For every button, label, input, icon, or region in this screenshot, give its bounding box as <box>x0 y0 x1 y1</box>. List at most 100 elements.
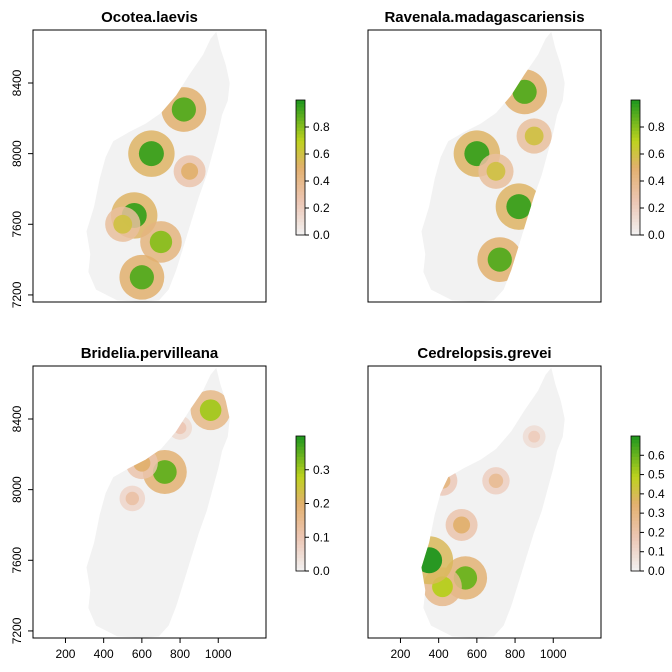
legend-swatch <box>631 137 640 142</box>
suitability-patch <box>421 547 443 574</box>
legend-swatch <box>631 160 640 165</box>
legend-swatch <box>631 201 640 206</box>
legend-swatch <box>631 120 640 125</box>
suitability-patch <box>487 247 512 272</box>
suitability-patch <box>129 265 154 290</box>
legend-swatch <box>631 187 640 192</box>
legend-swatch <box>296 537 305 542</box>
legend-swatch <box>296 147 305 152</box>
legend-swatch <box>296 459 305 464</box>
legend-swatch <box>296 137 305 142</box>
suitability-patch <box>113 214 133 234</box>
legend-swatch <box>631 530 640 535</box>
legend-swatch <box>631 214 640 219</box>
legend-swatch <box>296 449 305 454</box>
legend-swatch <box>631 493 640 498</box>
y-tick-label: 8000 <box>10 476 24 503</box>
suitability-patch <box>512 79 537 104</box>
x-tick-label: 600 <box>467 647 487 661</box>
legend-swatch <box>296 143 305 148</box>
legend-swatch <box>296 174 305 179</box>
legend-swatch <box>296 527 305 532</box>
legend-swatch <box>296 473 305 478</box>
suitability-patch <box>149 230 173 254</box>
legend-swatch <box>631 167 640 172</box>
suitability-patch <box>506 194 532 220</box>
legend-swatch <box>296 106 305 111</box>
legend-swatch <box>296 170 305 175</box>
x-tick-label: 1000 <box>205 647 232 661</box>
legend-swatch <box>631 500 640 505</box>
suitability-patch <box>152 460 177 484</box>
legend-swatch <box>631 194 640 199</box>
legend-swatch <box>631 100 640 104</box>
suitability-patch <box>133 454 151 472</box>
suitability-patch <box>173 421 187 435</box>
legend-swatch <box>631 486 640 491</box>
legend-swatch <box>631 133 640 138</box>
panel-title: Ravenala.madagascariensis <box>384 9 584 26</box>
legend-swatch <box>296 463 305 467</box>
legend-tick-label: 0.2 <box>313 497 330 511</box>
legend-swatch <box>296 228 305 233</box>
x-tick-label: 800 <box>170 647 190 661</box>
legend-swatch <box>296 510 305 515</box>
legend-tick-label: 0.1 <box>648 545 665 559</box>
legend-swatch <box>631 544 640 548</box>
legend-swatch <box>631 147 640 152</box>
suitability-patch <box>171 97 196 122</box>
y-tick-label: 7600 <box>10 211 24 238</box>
legend-swatch <box>631 116 640 121</box>
legend-swatch <box>296 476 305 481</box>
legend-swatch <box>631 197 640 202</box>
plot-frame <box>32 365 267 639</box>
legend-swatch <box>631 463 640 467</box>
legend-swatch <box>631 554 640 559</box>
x-tick-label: 800 <box>505 647 525 661</box>
legend-swatch <box>631 106 640 111</box>
legend-swatch <box>631 483 640 488</box>
legend-tick-label: 0.0 <box>648 228 665 242</box>
legend-tick-label: 0.0 <box>313 564 330 578</box>
legend-swatch <box>631 547 640 552</box>
legend-swatch <box>296 452 305 457</box>
legend-swatch <box>296 140 305 145</box>
legend-swatch <box>296 164 305 169</box>
legend-swatch <box>631 181 640 185</box>
legend-swatch <box>296 116 305 121</box>
legend-swatch <box>631 490 640 494</box>
panel-title: Bridelia.pervilleana <box>81 345 219 362</box>
legend-swatch <box>296 120 305 125</box>
legend-swatch <box>296 211 305 216</box>
legend-swatch <box>296 520 305 525</box>
legend-swatch <box>296 506 305 511</box>
suitability-patch <box>181 162 199 180</box>
legend-swatch <box>631 140 640 145</box>
legend-tick-label: 0.6 <box>648 448 665 462</box>
plot-frame <box>367 29 602 303</box>
legend-swatch <box>296 184 305 189</box>
y-tick-label: 7600 <box>10 547 24 574</box>
suitability-layer <box>119 390 230 512</box>
legend-tick-label: 0.4 <box>313 174 330 188</box>
legend-swatch <box>631 436 640 440</box>
legend-swatch <box>296 103 305 108</box>
legend-swatch <box>631 224 640 229</box>
legend-swatch <box>631 127 640 131</box>
legend-swatch <box>631 191 640 196</box>
x-tick-label: 1000 <box>540 647 567 661</box>
legend-tick-label: 0.3 <box>648 506 665 520</box>
legend-swatch <box>296 513 305 518</box>
legend-swatch <box>296 490 305 494</box>
legend-swatch <box>631 523 640 528</box>
legend-swatch <box>296 517 305 521</box>
legend-swatch <box>296 218 305 223</box>
legend-swatch <box>631 110 640 115</box>
legend-swatch <box>631 164 640 169</box>
legend-swatch <box>296 100 305 104</box>
legend-swatch <box>296 493 305 498</box>
legend-swatch <box>296 177 305 182</box>
map-panel-2: Ravenala.madagascariensis 0.0 0.2 0.4 0.6 0.8 <box>367 9 665 303</box>
legend-swatch <box>296 110 305 115</box>
legend-tick-label: 0.2 <box>648 201 665 215</box>
